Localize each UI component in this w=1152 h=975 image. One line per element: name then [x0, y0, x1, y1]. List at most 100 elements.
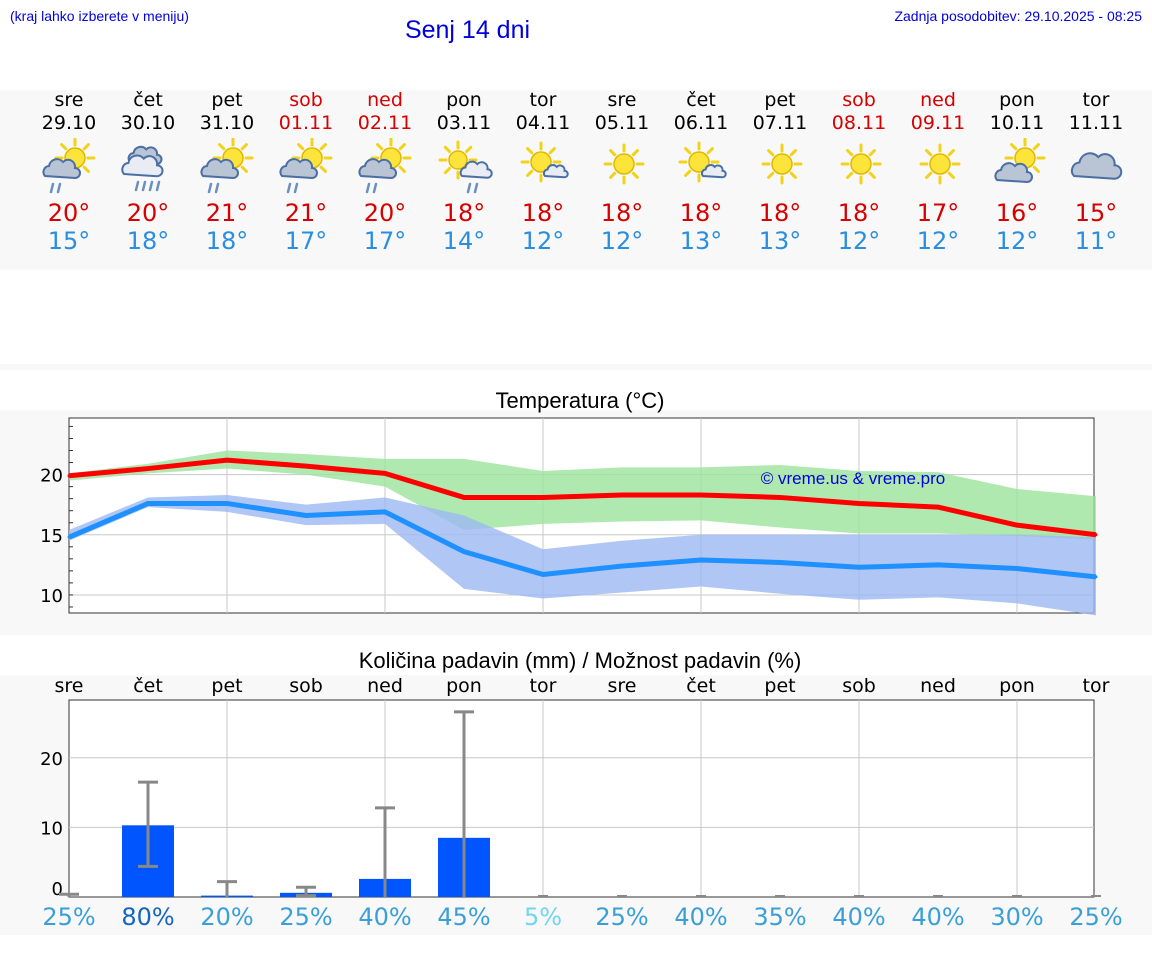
- day-name: tor: [529, 89, 557, 111]
- watermark: © vreme.us & vreme.pro: [761, 469, 945, 488]
- precip-probability: 40%: [911, 903, 965, 931]
- precip-day-label: ned: [920, 675, 956, 697]
- max-temp-point: [304, 464, 308, 468]
- min-temp: 18°: [205, 227, 249, 255]
- divider: [0, 364, 1152, 370]
- min-temp-point: [383, 510, 387, 514]
- y-tick-label: 10: [40, 818, 63, 839]
- precip-day-label: tor: [529, 675, 557, 697]
- day-name: sob: [289, 89, 323, 111]
- precip-probability: 30%: [990, 903, 1044, 931]
- sun-small-cloud-icon: [678, 141, 727, 183]
- precip-day-label: tor: [1082, 675, 1110, 697]
- day-date: 05.11: [594, 112, 650, 134]
- location-hint: (kraj lahko izberete v meniju): [10, 8, 189, 24]
- min-temp-band: [69, 495, 1096, 616]
- y-tick-label: 15: [40, 526, 63, 547]
- day-name: čet: [686, 89, 716, 111]
- max-temp-point: [383, 471, 387, 475]
- max-temp: 21°: [284, 199, 328, 227]
- min-temp-point: [146, 501, 150, 505]
- precip-day-label: ned: [367, 675, 403, 697]
- max-temp: 20°: [126, 199, 170, 227]
- precip-probability: 25%: [1069, 903, 1123, 931]
- min-temp-point: [1015, 566, 1019, 570]
- max-temp-point: [699, 493, 703, 497]
- day-date: 04.11: [515, 112, 571, 134]
- max-temp: 17°: [916, 199, 960, 227]
- max-temp-point: [67, 474, 71, 478]
- day-name: sre: [54, 89, 84, 111]
- sun-small-cloud-icon: [520, 141, 569, 183]
- y-tick-label: 20: [40, 749, 63, 770]
- precip-day-label: čet: [686, 675, 716, 697]
- max-temp: 20°: [47, 199, 91, 227]
- day-date: 03.11: [436, 112, 492, 134]
- day-name: pet: [211, 89, 243, 111]
- day-name: pon: [446, 89, 482, 111]
- day-name: ned: [367, 89, 403, 111]
- day-name: pon: [999, 89, 1035, 111]
- precipitation-chart-title: Količina padavin (mm) / Možnost padavin …: [358, 648, 802, 673]
- max-temp: 18°: [600, 199, 644, 227]
- precip-probability: 25%: [595, 903, 649, 931]
- sun-cloud-rain-icon: [200, 138, 254, 194]
- precip-day-label: pet: [211, 675, 243, 697]
- sun-rain-cloud-icon: [438, 140, 493, 194]
- precip-day-label: pon: [999, 675, 1035, 697]
- max-temp: 18°: [521, 199, 565, 227]
- max-temp-point: [620, 493, 624, 497]
- cloud-rain-icon: [121, 145, 164, 192]
- max-temp-point: [778, 495, 782, 499]
- min-temp-point: [936, 563, 940, 567]
- temperature-chart-title: Temperatura (°C): [495, 388, 665, 413]
- day-date: 30.10: [120, 112, 176, 134]
- precip-probability: 45%: [437, 903, 491, 931]
- min-temp: 13°: [758, 227, 802, 255]
- max-temp-point: [936, 505, 940, 509]
- precip-probability: 40%: [832, 903, 886, 931]
- precip-day-label: sre: [607, 675, 637, 697]
- precip-probability: 35%: [753, 903, 807, 931]
- max-temp-point: [857, 501, 861, 505]
- max-temp-point: [541, 495, 545, 499]
- min-temp-point: [620, 564, 624, 568]
- min-temp-point: [857, 565, 861, 569]
- day-date: 10.11: [989, 112, 1045, 134]
- cloud-icon: [1070, 152, 1123, 180]
- plot-area: [68, 699, 1095, 898]
- precip-day-label: čet: [133, 675, 163, 697]
- day-date: 31.10: [199, 112, 255, 134]
- temperature-chart: 10 15 20 © vreme.us & vreme.pro: [40, 417, 1098, 616]
- precip-probability: 25%: [279, 903, 333, 931]
- min-temp: 15°: [47, 227, 91, 255]
- max-temp: 18°: [442, 199, 486, 227]
- min-temp: 17°: [284, 227, 328, 255]
- day-date: 07.11: [752, 112, 808, 134]
- max-temp-point: [462, 495, 466, 499]
- min-temp: 12°: [916, 227, 960, 255]
- sun-cloud-rain-icon: [358, 138, 412, 194]
- precip-day-label: sob: [289, 675, 323, 697]
- min-temp: 12°: [995, 227, 1039, 255]
- max-temp-point: [1094, 533, 1098, 537]
- max-temp-point: [146, 467, 150, 471]
- page-title: Senj 14 dni: [404, 16, 531, 44]
- min-temp-point: [462, 550, 466, 554]
- min-temp: 12°: [521, 227, 565, 255]
- max-temp: 16°: [995, 199, 1039, 227]
- day-name: sre: [607, 89, 637, 111]
- max-temp: 21°: [205, 199, 249, 227]
- day-date: 01.11: [278, 112, 334, 134]
- min-temp-point: [67, 535, 71, 539]
- max-temp: 15°: [1074, 199, 1118, 227]
- sun-cloud-icon: [994, 138, 1046, 184]
- max-temp-line: [68, 457, 1097, 538]
- precip-day-label: sob: [842, 675, 876, 697]
- precip-day-label: sre: [54, 675, 84, 697]
- day-date: 08.11: [831, 112, 887, 134]
- max-temp-point: [1015, 523, 1019, 527]
- max-temp: 20°: [363, 199, 407, 227]
- max-temp-point: [225, 458, 229, 462]
- precipitation-chart: 0 10 20: [40, 699, 1101, 900]
